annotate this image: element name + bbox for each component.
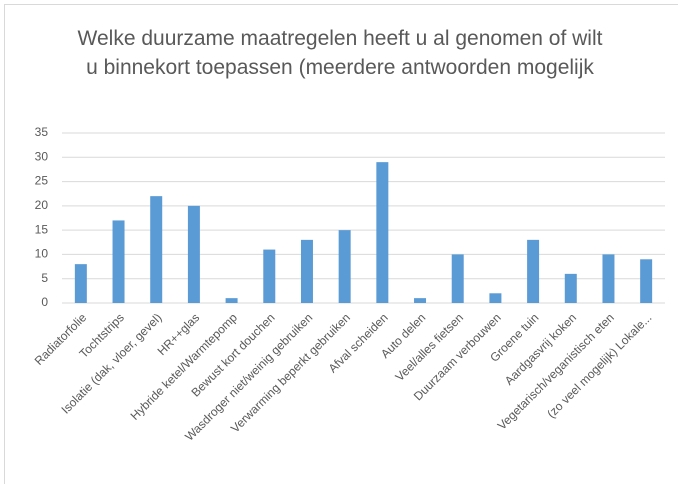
bar — [263, 249, 276, 303]
bar — [489, 293, 502, 303]
bar — [112, 220, 125, 303]
bar — [451, 254, 464, 303]
x-tick-label: Veel/alles fietsen — [392, 310, 466, 384]
y-tick-label: 5 — [41, 271, 48, 285]
y-tick-label: 0 — [41, 295, 48, 309]
chart-frame — [4, 4, 678, 484]
bar — [527, 239, 540, 303]
y-tick-label: 15 — [35, 222, 49, 236]
bar — [414, 298, 427, 303]
y-tick-label: 20 — [35, 198, 49, 212]
y-tick-label: 35 — [35, 125, 49, 139]
bar — [376, 162, 389, 303]
bar — [74, 264, 87, 303]
bar — [640, 259, 653, 303]
bar — [300, 239, 313, 303]
bar — [225, 298, 238, 303]
bar — [150, 196, 163, 303]
y-tick-label: 30 — [35, 149, 49, 163]
chart-title: Welke duurzame maatregelen heeft u al ge… — [77, 27, 603, 79]
x-tick-label: Radiatorfolie — [32, 310, 90, 368]
bar — [338, 230, 351, 303]
y-tick-label: 25 — [35, 174, 49, 188]
bar — [187, 205, 200, 303]
y-tick-label: 10 — [35, 247, 49, 261]
bar — [564, 273, 577, 303]
bar — [602, 254, 615, 303]
